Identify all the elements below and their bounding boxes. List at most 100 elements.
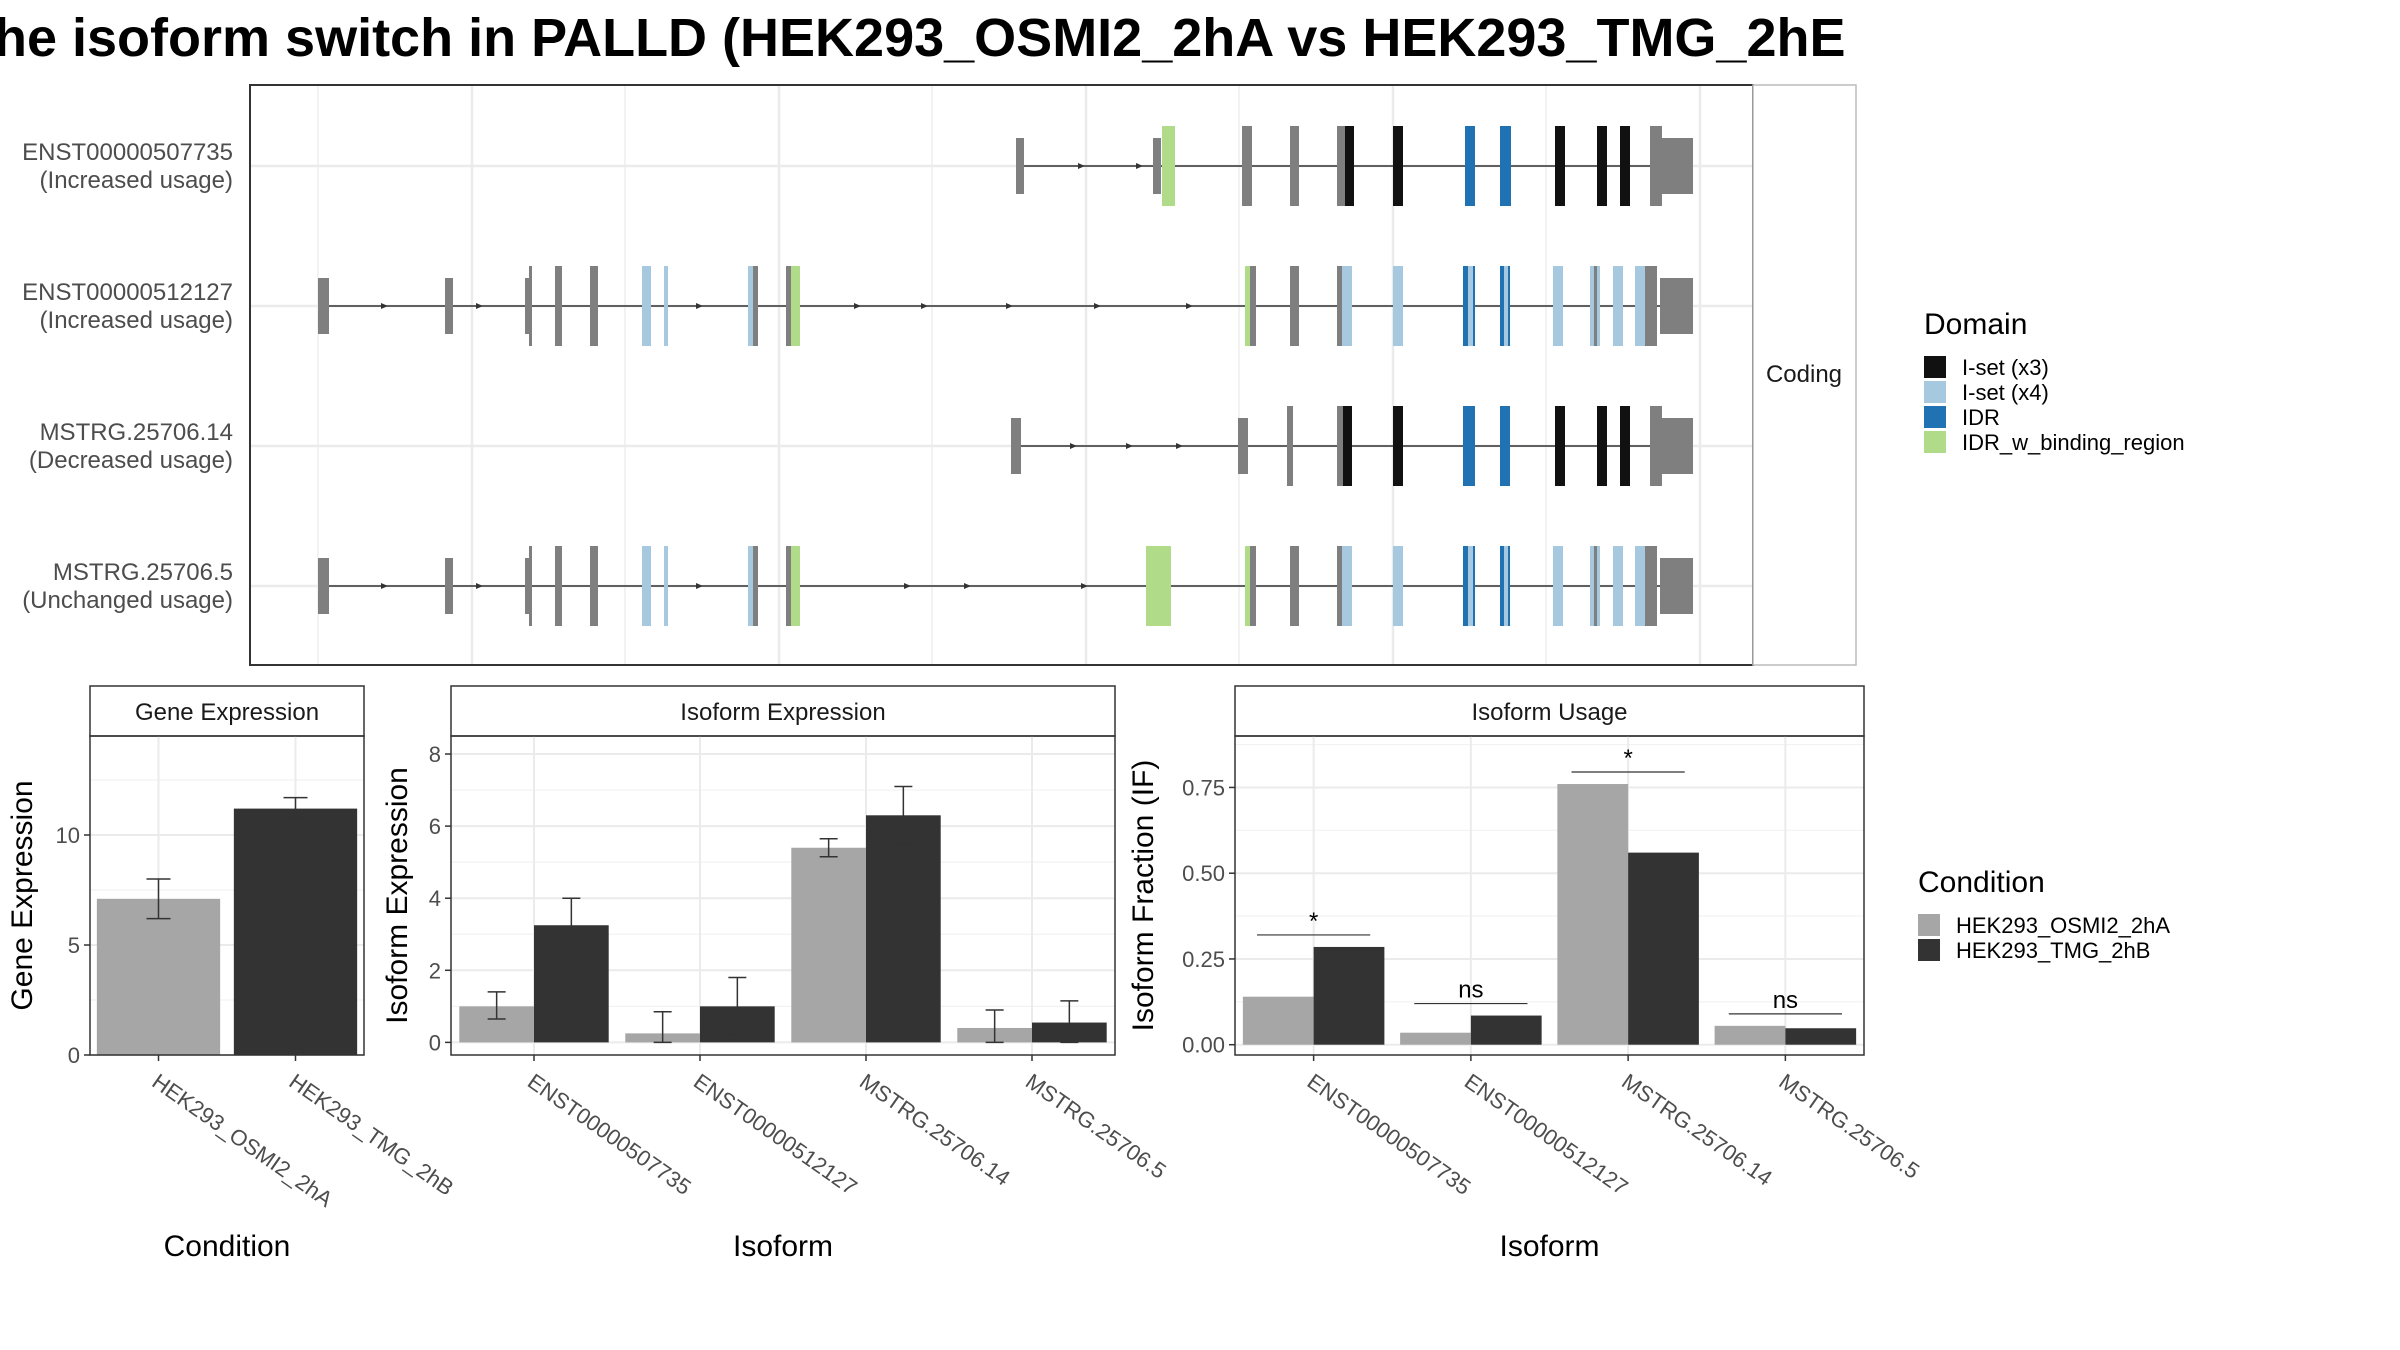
condition-legend-label: HEK293_OSMI2_2hA	[1956, 913, 2170, 938]
y-axis-title: Isoform Expression	[381, 767, 414, 1024]
panel-title: Isoform Expression	[680, 699, 885, 726]
direction-arrow	[964, 583, 971, 589]
exon-block	[1597, 126, 1607, 206]
exon-block	[555, 266, 562, 346]
domain-legend-swatch	[1924, 406, 1946, 428]
y-tick-label: 0.00	[1182, 1033, 1225, 1058]
exon-block	[1635, 546, 1645, 626]
domain-legend-label: I-set (x4)	[1962, 380, 2049, 405]
exon-block	[1465, 126, 1475, 206]
error-bar	[1060, 1000, 1079, 1044]
exon-block	[529, 266, 532, 346]
exon-block	[1597, 406, 1607, 486]
transcript-usage-note: (Decreased usage)	[29, 447, 233, 474]
transcript-usage-note: (Increased usage)	[40, 307, 233, 334]
y-tick-label: 10	[56, 823, 80, 848]
direction-arrow	[1186, 303, 1193, 309]
exon-block	[1343, 406, 1352, 486]
direction-arrow	[921, 303, 928, 309]
direction-arrow	[854, 303, 861, 309]
error-bar	[283, 796, 308, 819]
exon-block	[1555, 406, 1565, 486]
exon-block	[318, 278, 329, 334]
exon-block	[664, 266, 668, 346]
transcript-label: MSTRG.25706.14 (Decreased usage)	[29, 419, 233, 474]
error-bar	[819, 837, 838, 858]
x-axis-title: Isoform	[733, 1230, 833, 1263]
transcript-label: ENST00000507735 (Increased usage)	[22, 139, 233, 194]
exon-block	[786, 266, 791, 346]
exon-block	[318, 558, 329, 614]
x-tick-label: MSTRG.25706.14	[855, 1069, 1015, 1191]
error-bar	[146, 878, 171, 920]
domain-legend-label: IDR	[1962, 405, 2000, 430]
panel-border	[89, 735, 365, 1056]
error-bar	[728, 976, 747, 1036]
transcript-usage-note: (Unchanged usage)	[22, 587, 233, 614]
exon-block	[590, 546, 598, 626]
error-bar	[562, 897, 581, 954]
isoform-usage-panel: Isoform Usage 0.00 0.25 0.50 0.75 * ENST000005…	[1127, 685, 1925, 1263]
exon-block	[525, 278, 531, 334]
direction-arrow	[696, 583, 703, 589]
domain-legend-title: Domain	[1924, 308, 2027, 341]
y-tick-label: 5	[68, 933, 80, 958]
direction-arrow	[1081, 583, 1088, 589]
y-tick-label: 0	[68, 1043, 80, 1068]
exon-block	[1594, 266, 1597, 346]
direction-arrow	[1078, 163, 1085, 169]
transcript-label: MSTRG.25706.5 (Unchanged usage)	[22, 559, 233, 614]
direction-arrow	[1126, 443, 1133, 449]
bar	[1628, 852, 1699, 1045]
structure-facet-strip	[1752, 84, 1857, 666]
structure-plot-border	[249, 84, 1754, 666]
y-axis-title: Isoform Fraction (IF)	[1127, 760, 1160, 1032]
exon-block	[1342, 266, 1352, 346]
error-bar	[487, 991, 506, 1020]
domain-legend-label: IDR_w_binding_region	[1962, 430, 2185, 455]
domain-legend: Domain I-set (x3)I-set (x4)IDRIDR_w_bindi…	[1924, 308, 2185, 455]
figure-title: he isoform switch in PALLD (HEK293_OSMI2…	[0, 8, 1846, 68]
x-tick-label: MSTRG.25706.14	[1617, 1069, 1777, 1191]
significance-label: *	[1623, 745, 1632, 772]
exon-block	[1250, 266, 1256, 346]
exon-block	[1468, 266, 1473, 346]
direction-arrow	[381, 583, 388, 589]
exon-block	[753, 546, 758, 626]
exon-block	[1342, 546, 1352, 626]
bar	[1557, 784, 1629, 1045]
exon-block	[1238, 418, 1248, 474]
panel-strip	[89, 685, 365, 737]
y-tick-label: 0	[429, 1030, 441, 1055]
direction-arrow	[696, 303, 703, 309]
bar	[1785, 1028, 1857, 1045]
exon-block	[1635, 266, 1645, 346]
direction-arrow	[1070, 443, 1077, 449]
exon-block	[1290, 266, 1299, 346]
exon-block	[1393, 126, 1403, 206]
panel-border	[450, 735, 1116, 1056]
x-tick-label: ENST00000512127	[689, 1069, 862, 1200]
domain-legend-swatch	[1924, 356, 1946, 378]
x-tick-label: MSTRG.25706.5	[1775, 1069, 1925, 1184]
y-tick-label: 6	[429, 814, 441, 839]
domain-legend-swatch	[1924, 381, 1946, 403]
domain-legend-label: I-set (x3)	[1962, 355, 2049, 380]
exon-block	[1011, 418, 1021, 474]
bar	[1714, 1025, 1786, 1045]
exon-block	[642, 266, 651, 346]
error-bar	[985, 1009, 1004, 1044]
y-tick-label: 2	[429, 958, 441, 983]
y-tick-label: 0.75	[1182, 775, 1225, 800]
direction-arrow	[476, 303, 483, 309]
transcript-name: ENST00000512127	[22, 279, 233, 306]
exon-block	[1242, 126, 1252, 206]
bar	[1470, 1015, 1542, 1045]
bar	[233, 808, 358, 1055]
exon-block	[1613, 266, 1623, 346]
direction-arrow	[1094, 303, 1101, 309]
panel-strip	[450, 685, 1116, 737]
exon-block	[1594, 546, 1597, 626]
structure-facet-label: Coding	[1766, 361, 1842, 388]
exon-block	[1650, 406, 1662, 486]
